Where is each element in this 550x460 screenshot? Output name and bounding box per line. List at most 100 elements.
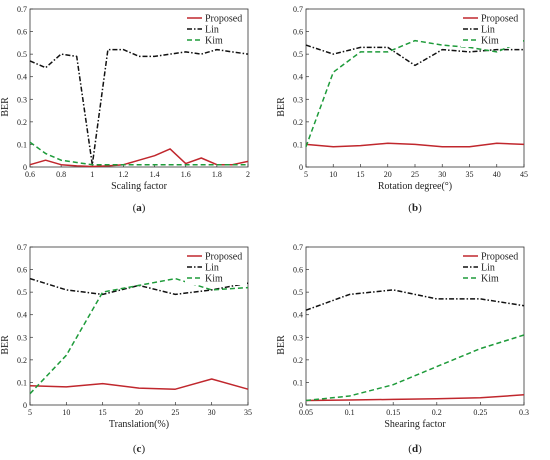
- x-tick-label: 0.15: [386, 408, 400, 417]
- y-tick-label: 0.2: [17, 356, 27, 365]
- y-tick-label: 0.7: [17, 5, 27, 14]
- x-tick-label: 0.6: [25, 170, 35, 179]
- x-axis-label: Scaling factor: [111, 181, 167, 192]
- x-tick-label: 0.2: [432, 408, 442, 417]
- chart-panel-1: 0.6 0.8 1 1.2 1.4 1.6 1.8 2 0 0.1 0.2 0.3 0.4 0.5 0.6 0…: [0, 5, 250, 214]
- x-tick-label: 35: [244, 408, 252, 417]
- y-tick-label: 0.3: [17, 95, 27, 104]
- y-tick-label: 0.5: [293, 50, 303, 59]
- series-line-proposed: [305, 394, 525, 402]
- x-tick-label: 20: [135, 408, 143, 417]
- y-tick-label: 0.7: [293, 5, 303, 14]
- legend-label: Proposed: [205, 252, 242, 263]
- legend-label: Kim: [481, 274, 499, 285]
- series-line-lin: [305, 289, 525, 311]
- y-tick-label: 0.6: [17, 266, 27, 275]
- chart-panel-4: 0.05 0.1 0.15 0.2 0.25 0.3 0 0.1 0.2 0.3 0.4 0.5 0.6…: [276, 243, 529, 455]
- legend-label: Lin: [205, 263, 219, 274]
- x-tick-label: 1: [90, 170, 94, 179]
- series-line-proposed: [29, 148, 249, 168]
- y-tick-label: 0: [299, 401, 303, 410]
- x-tick-label: 35: [466, 170, 474, 179]
- y-tick-label: 0.3: [293, 333, 303, 342]
- y-tick-label: 0.2: [17, 118, 27, 127]
- x-axis-label: Translation(%): [109, 419, 169, 430]
- y-tick-label: 0.1: [17, 140, 27, 149]
- y-tick-label: 0.1: [17, 378, 27, 387]
- x-tick-label: 1.2: [118, 170, 128, 179]
- x-tick-label: 5: [28, 408, 32, 417]
- y-tick-label: 0.4: [293, 73, 303, 82]
- y-tick-label: 0.3: [293, 95, 303, 104]
- y-axis-label: BER: [0, 97, 11, 117]
- y-tick-label: 0.5: [293, 288, 303, 297]
- legend-label: Kim: [205, 36, 223, 47]
- x-tick-label: 1.6: [181, 170, 191, 179]
- legend-label: Lin: [205, 25, 219, 36]
- legend-label: Kim: [205, 274, 223, 285]
- series-line-lin: [305, 44, 524, 67]
- x-tick-label: 20: [384, 170, 392, 179]
- panel-caption: (d): [408, 443, 422, 455]
- x-axis-label: Rotation degree(°): [378, 181, 452, 192]
- legend-label: Lin: [481, 25, 495, 36]
- y-axis-label: BER: [0, 335, 11, 355]
- x-tick-label: 10: [62, 408, 70, 417]
- y-tick-label: 0.4: [17, 73, 27, 82]
- x-tick-label: 25: [411, 170, 419, 179]
- x-tick-label: 0.05: [299, 408, 313, 417]
- panel-caption: (a): [133, 202, 146, 214]
- y-tick-label: 0.6: [17, 28, 27, 37]
- series-line-proposed: [305, 142, 525, 148]
- legend-label: Kim: [481, 36, 499, 47]
- x-tick-label: 10: [329, 170, 337, 179]
- y-tick-label: 0: [299, 163, 303, 172]
- x-tick-label: 0.3: [519, 408, 529, 417]
- x-tick-label: 0.8: [56, 170, 66, 179]
- y-tick-label: 0.3: [17, 333, 27, 342]
- series-line-lin: [29, 48, 249, 166]
- x-tick-label: 30: [208, 408, 216, 417]
- y-tick-label: 0: [23, 163, 27, 172]
- y-tick-label: 0.6: [293, 28, 303, 37]
- y-tick-label: 0.7: [17, 243, 27, 252]
- x-tick-label: 0.1: [345, 408, 355, 417]
- y-axis-label: BER: [276, 335, 287, 355]
- series-line-kim: [305, 39, 525, 147]
- x-tick-label: 5: [304, 170, 308, 179]
- series-line-kim: [29, 141, 248, 166]
- legend-label: Proposed: [481, 14, 518, 25]
- y-tick-label: 0.2: [293, 118, 303, 127]
- x-tick-label: 15: [99, 408, 107, 417]
- x-tick-label: 25: [171, 408, 179, 417]
- y-tick-label: 0: [23, 401, 27, 410]
- y-tick-label: 0.5: [17, 50, 27, 59]
- y-tick-label: 0.5: [17, 288, 27, 297]
- series-line-kim: [305, 334, 525, 402]
- legend-label: Proposed: [481, 252, 518, 263]
- chart-panel-2: 5 10 15 20 25 30 35 40 45 0 0.1 0.2 0.3 0.4 0.5 0.6 0.7 R…: [276, 5, 528, 214]
- panel-caption: (c): [133, 443, 146, 455]
- plot-frame: [29, 8, 249, 168]
- x-axis-label: Shearing factor: [384, 419, 446, 430]
- plot-frame: [305, 246, 525, 406]
- x-tick-label: 0.25: [473, 408, 487, 417]
- x-tick-label: 40: [493, 170, 501, 179]
- x-tick-label: 2: [246, 170, 250, 179]
- y-tick-label: 0.2: [293, 356, 303, 365]
- x-tick-label: 1.8: [212, 170, 222, 179]
- series-line-kim: [29, 277, 249, 395]
- x-tick-label: 45: [520, 170, 528, 179]
- y-tick-label: 0.4: [17, 311, 27, 320]
- y-axis-label: BER: [276, 97, 287, 117]
- x-tick-label: 1.4: [150, 170, 160, 179]
- x-tick-label: 15: [357, 170, 365, 179]
- x-tick-label: 30: [438, 170, 446, 179]
- y-tick-label: 0.6: [293, 266, 303, 275]
- y-tick-label: 0.1: [293, 140, 303, 149]
- y-tick-label: 0.7: [293, 243, 303, 252]
- y-tick-label: 0.1: [293, 378, 303, 387]
